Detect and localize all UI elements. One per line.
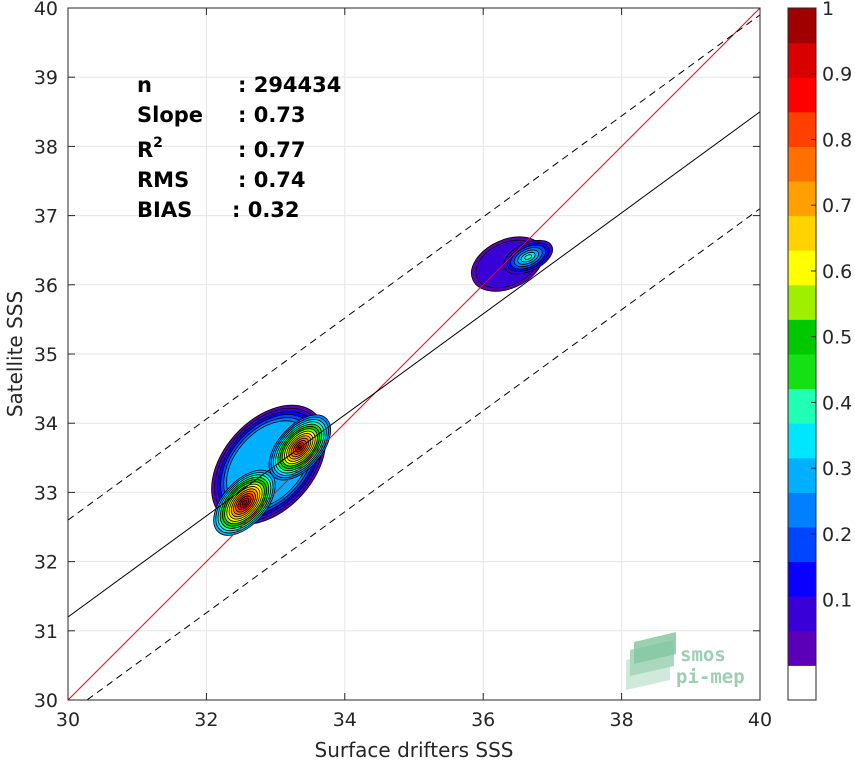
stat-value: : 294434 [238, 73, 341, 97]
colorbar-segment [788, 77, 816, 113]
identity-line [68, 8, 760, 700]
stat-name: BIAS [137, 198, 192, 222]
colorbar-tick-label: 0.1 [822, 590, 852, 612]
density-contours [211, 236, 554, 536]
smos-pi-mep-logo: smos pi-mep [626, 632, 745, 690]
regression-line [68, 111, 760, 618]
colorbar-ticks: 0.1 0.2 0.3 0.4 0.5 0.6 0.7 0.8 0.9 1 [811, 0, 852, 612]
colorbar-segment [788, 250, 816, 286]
logo-text-line1: smos [680, 644, 726, 666]
colorbar-tick-label: 0.4 [822, 392, 852, 414]
y-tick-label: 37 [34, 206, 58, 228]
colorbar-segment [788, 354, 816, 390]
x-tick-label: 36 [471, 709, 495, 731]
y-tick-label: 33 [34, 482, 58, 504]
lower-bound-line [86, 208, 760, 700]
y-tick-label: 39 [34, 67, 58, 89]
colorbar-tick-label: 0.7 [822, 195, 852, 217]
colorbar-segment [788, 181, 816, 217]
stat-name: Slope [137, 103, 203, 127]
y-tick-label: 40 [34, 0, 58, 20]
colorbar-segment [788, 146, 816, 182]
colorbar-segment [788, 596, 816, 632]
reference-lines [68, 8, 760, 700]
colorbar-tick-label: 0.5 [822, 327, 852, 349]
colorbar-segment [788, 423, 816, 459]
stat-value: : 0.73 [238, 103, 306, 127]
y-tick-label: 36 [34, 275, 58, 297]
colorbar-segment [788, 527, 816, 563]
upper-bound-line [68, 14, 760, 521]
x-axis-ticks: 30 32 34 36 38 40 [56, 8, 772, 731]
y-tick-label: 31 [34, 621, 58, 643]
colorbar-segment [788, 388, 816, 424]
colorbar-segment [788, 215, 816, 251]
x-tick-label: 32 [194, 709, 218, 731]
colorbar-segment [788, 492, 816, 528]
stat-name: n [137, 73, 152, 97]
colorbar-tick-label: 0.6 [822, 261, 852, 283]
y-tick-label: 35 [34, 344, 58, 366]
logo-layer-3 [634, 632, 676, 664]
colorbar-segment [788, 665, 816, 701]
y-tick-label: 30 [34, 690, 58, 712]
stat-value: : 0.77 [238, 138, 306, 162]
colorbar-segment [788, 8, 816, 44]
colorbar-frame [787, 7, 817, 701]
y-axis-label: Satellite SSS [3, 291, 27, 417]
x-tick-label: 34 [333, 709, 357, 731]
colorbar-segment [788, 457, 816, 493]
colorbar-segment [788, 630, 816, 666]
y-tick-label: 38 [34, 136, 58, 158]
y-tick-label: 34 [34, 413, 58, 435]
colorbar-segment [788, 42, 816, 78]
colorbar-tick-label: 0.9 [822, 64, 852, 86]
grid-lines [67, 7, 761, 701]
y-axis-ticks: 30 31 32 33 34 35 36 37 38 39 40 [34, 0, 760, 712]
stat-value: : 0.32 [232, 198, 300, 222]
colorbar [788, 8, 816, 701]
logo-text-line2: pi-mep [676, 666, 745, 688]
colorbar-segment [788, 561, 816, 597]
stat-value: : 0.74 [238, 168, 306, 192]
colorbar-tick-label: 1 [822, 0, 834, 20]
y-tick-label: 32 [34, 552, 58, 574]
contour-peak-level [241, 500, 248, 506]
x-tick-label: 38 [610, 709, 634, 731]
colorbar-tick-label: 0.8 [822, 129, 852, 151]
colorbar-tick-label: 0.2 [822, 524, 852, 546]
stat-name: RMS [137, 168, 189, 192]
stat-superscript: 2 [153, 135, 163, 151]
x-tick-label: 30 [56, 709, 80, 731]
x-axis-label: Surface drifters SSS [315, 738, 514, 762]
colorbar-tick-label: 0.3 [822, 458, 852, 480]
colorbar-segment [788, 284, 816, 320]
contour-peak-level [524, 254, 533, 260]
colorbar-segment [788, 111, 816, 147]
x-tick-label: 40 [748, 709, 772, 731]
